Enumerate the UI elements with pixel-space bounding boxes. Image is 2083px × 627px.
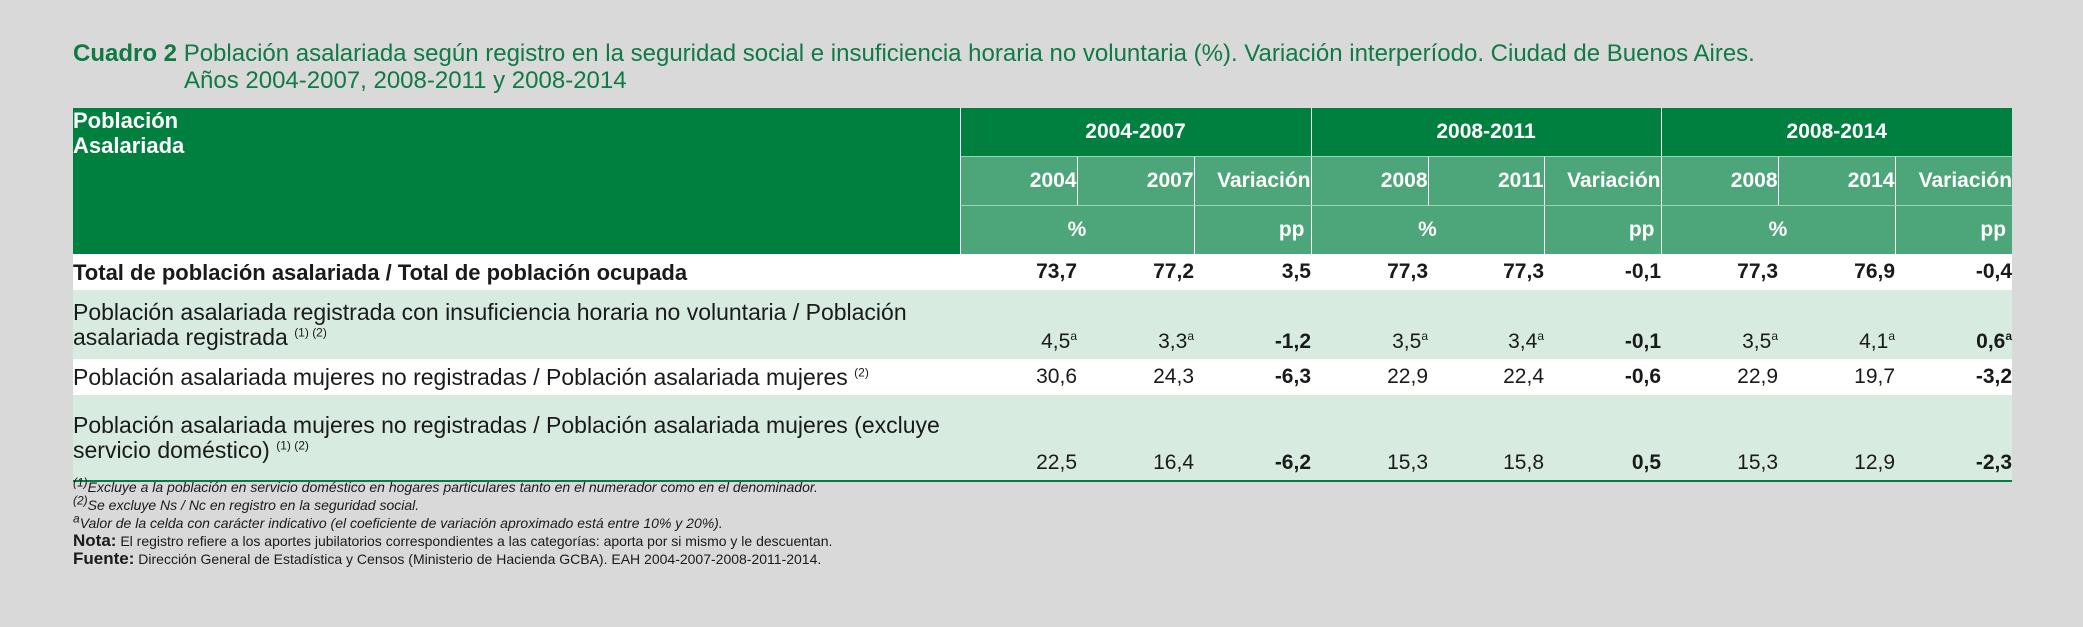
unit-pp: pp — [1193, 205, 1311, 254]
title-years: Años 2004-2007, 2008-2011 y 2008-2014 — [184, 67, 627, 94]
cell-value: 12,9 — [1778, 395, 1896, 482]
cell-value: 3,4a — [1508, 329, 1544, 353]
nota: Nota: El registro refiere a los aportes … — [73, 531, 833, 550]
unit-pp: pp — [1543, 205, 1662, 254]
cell-value: 22,5 — [960, 395, 1077, 482]
cell-value: -3,2 — [1975, 365, 2013, 388]
cell-value: -6,3 — [1274, 365, 1311, 388]
unit-percent: % — [1660, 205, 1896, 254]
cell-value: 77,2 — [1153, 260, 1194, 283]
cell-value: 15,3 — [1661, 395, 1779, 482]
unit-percent: % — [959, 205, 1194, 254]
table-row: Población asalariada mujeres no registra… — [73, 359, 2013, 395]
cell-value: -0,6 — [1624, 365, 1662, 388]
table-title: Cuadro 2 Población asalariada según regi… — [73, 40, 1973, 94]
table-row: Población asalariada mujeres no registra… — [73, 395, 2013, 482]
title-label: Cuadro 2 — [73, 40, 178, 67]
unit-pp: pp — [1894, 205, 2013, 254]
cell-value: 3,5 — [1281, 260, 1311, 283]
header-poblacion: Población Asalariada — [73, 108, 961, 254]
header-col: Variación — [1543, 156, 1662, 206]
row-label: Población asalariada mujeres no registra… — [73, 363, 869, 390]
cell-value: 22,9 — [1737, 365, 1779, 388]
data-table: Población Asalariada 2004-2007 2008-2011… — [73, 108, 2013, 482]
cell-value: 77,3 — [1737, 260, 1779, 283]
unit-percent: % — [1310, 205, 1544, 254]
cell-value: 15,3 — [1311, 395, 1428, 482]
table-notes: (1)Excluye a la población en servicio do… — [73, 475, 1973, 568]
table-row: Población asalariada registrada con insu… — [73, 290, 2013, 359]
row-label: Total de población asalariada / Total de… — [73, 259, 688, 285]
cell-value: 4,1a — [1859, 329, 1896, 353]
header-col: 2007 — [1076, 156, 1194, 206]
header-col: 2008 — [1310, 156, 1428, 206]
header-col: Variación — [1193, 156, 1311, 206]
cell-value: 4,5a — [1041, 329, 1077, 353]
table-row: Total de población asalariada / Total de… — [73, 254, 2013, 290]
cell-value: -0,1 — [1624, 330, 1662, 353]
cell-value: 77,3 — [1387, 260, 1428, 283]
header-poblacion-line1: Población — [73, 108, 179, 133]
row-label: Población asalariada registrada con insu… — [73, 298, 907, 350]
cell-value: -0,4 — [1975, 260, 2013, 283]
cell-value: 22,4 — [1503, 365, 1544, 388]
cell-value: 24,3 — [1153, 365, 1194, 388]
row-label: Población asalariada mujeres no registra… — [73, 395, 960, 482]
header-col: 2004 — [959, 156, 1077, 206]
cell-value: 3,3a — [1158, 329, 1194, 353]
header-group-2008-2014: 2008-2014 — [1660, 108, 2013, 157]
cell-value: 30,6 — [1036, 365, 1077, 388]
cell-value: 15,8 — [1428, 395, 1544, 482]
cell-value: 77,3 — [1503, 260, 1544, 283]
cell-value: 22,9 — [1387, 365, 1428, 388]
header-col: 2008 — [1660, 156, 1779, 206]
cell-value: 3,5a — [1392, 329, 1428, 353]
cell-value: 3,5a — [1742, 329, 1779, 353]
cell-value: 0,5 — [1544, 395, 1662, 482]
footnote-2: (2)Se excluye Ns / Nc en registro en la … — [73, 493, 420, 513]
cell-value: 19,7 — [1854, 365, 1896, 388]
header-col: 2011 — [1427, 156, 1544, 206]
cell-value: -0,1 — [1624, 260, 1662, 283]
header-group-2004-2007: 2004-2007 — [959, 108, 1311, 157]
cell-value: -2,3 — [1895, 395, 2013, 482]
cell-value: 0,6a — [1976, 329, 2013, 353]
footnote-a: aValor de la celda con carácter indicati… — [73, 511, 723, 531]
header-col: 2014 — [1777, 156, 1896, 206]
title-text: Población asalariada según registro en l… — [183, 40, 1755, 67]
header-col: Variación — [1894, 156, 2013, 206]
cell-value: 76,9 — [1854, 260, 1896, 283]
footnote-1: (1)Excluye a la población en servicio do… — [73, 475, 818, 495]
cell-value: -6,2 — [1194, 395, 1311, 482]
cell-value: 73,7 — [1036, 260, 1077, 283]
header-group-2008-2011: 2008-2011 — [1310, 108, 1662, 157]
cell-value: -1,2 — [1274, 330, 1311, 353]
cell-value: 16,4 — [1077, 395, 1194, 482]
header-poblacion-line2: Asalariada — [73, 133, 185, 158]
fuente: Fuente: Dirección General de Estadística… — [73, 549, 822, 568]
